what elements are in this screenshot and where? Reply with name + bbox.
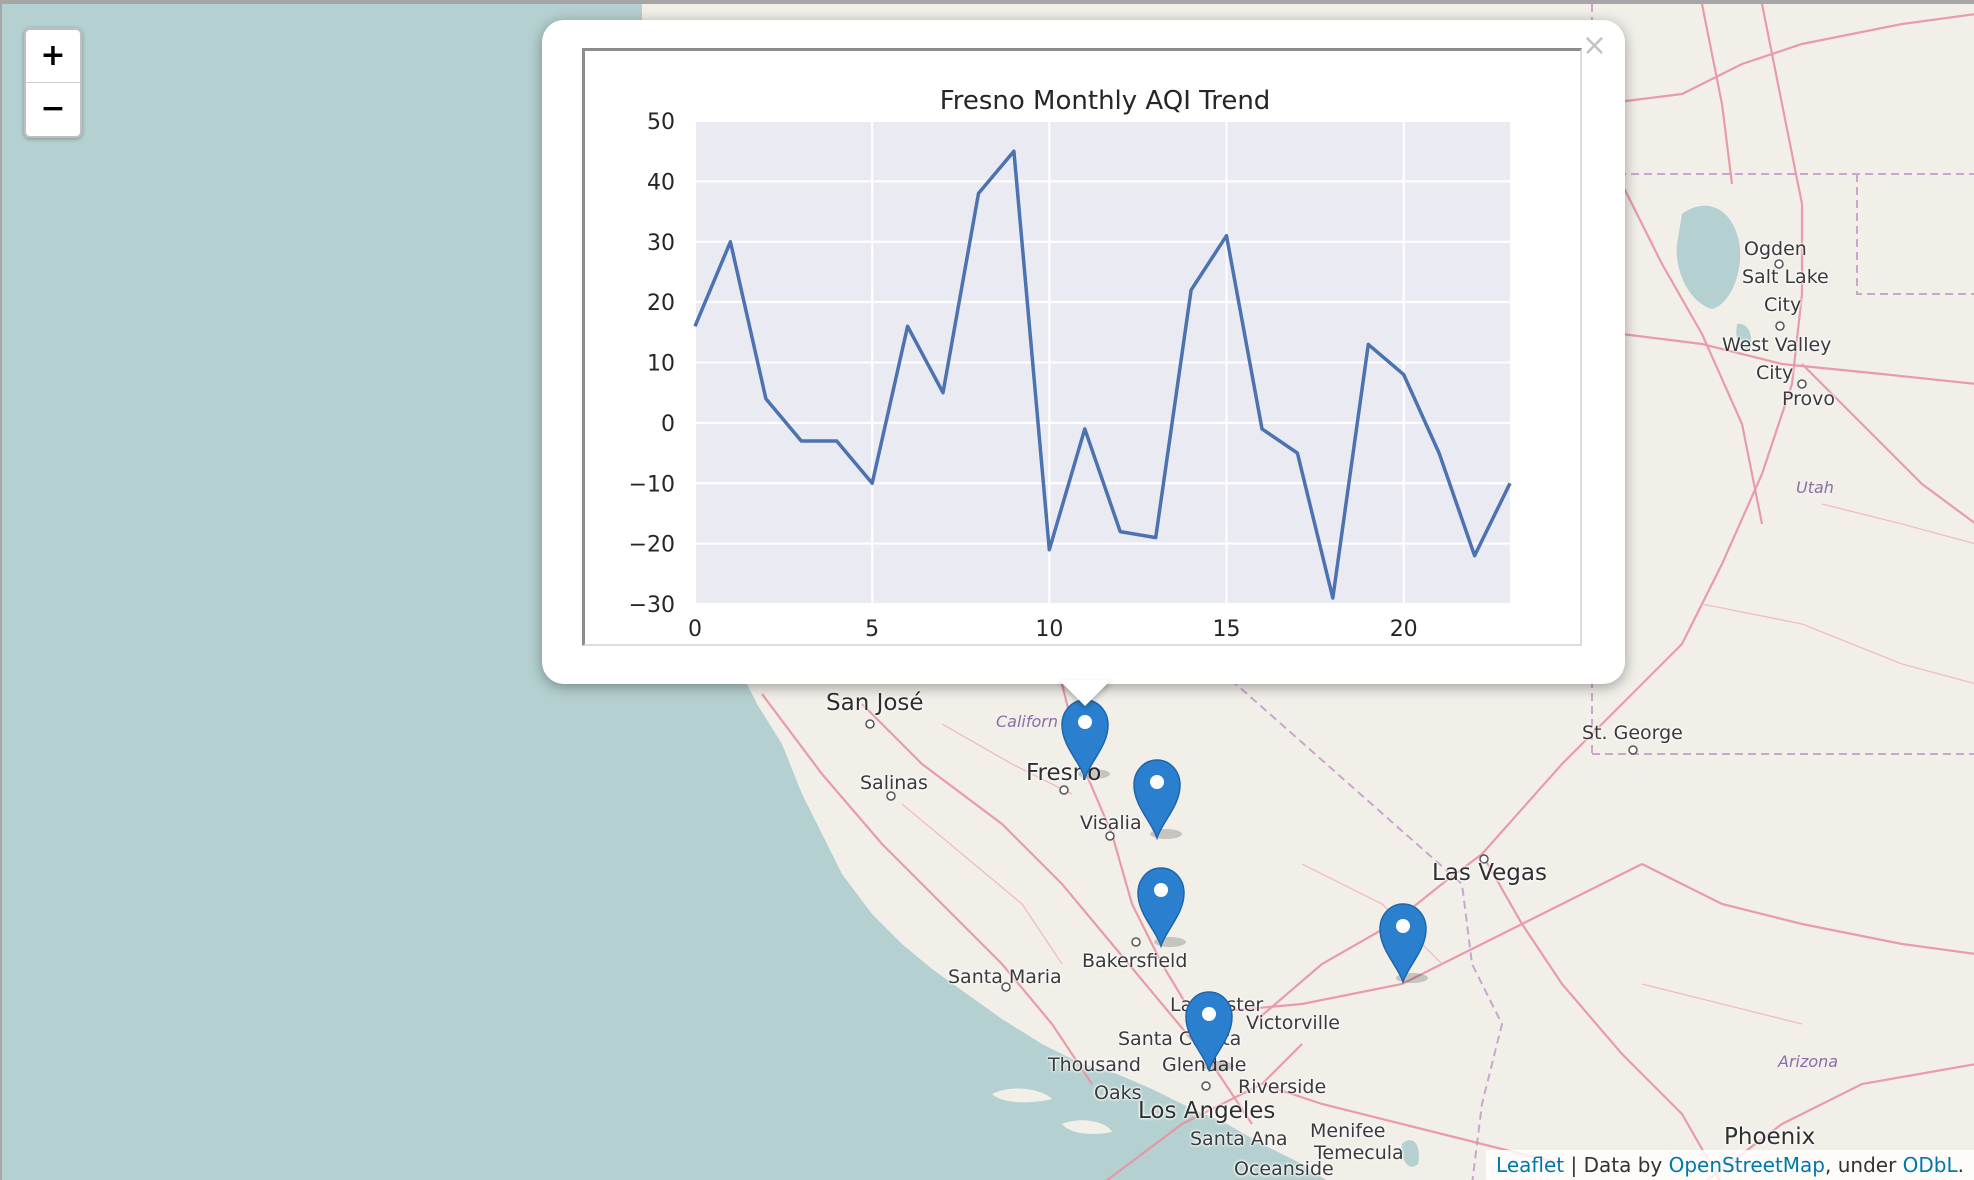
city-label-visalia: Visalia (1080, 812, 1142, 834)
city-label-oaks: Oaks (1094, 1082, 1142, 1104)
island (992, 1088, 1052, 1103)
city-label-provo: Provo (1782, 388, 1836, 410)
city-label-st-george: St. George (1582, 722, 1683, 744)
y-tick-label: −30 (629, 593, 675, 618)
city-label-west-valley: West Valley (1722, 334, 1832, 356)
map-marker-icon[interactable] (1132, 758, 1182, 840)
state-border (1201, 653, 1504, 1180)
city-label-riverside: Riverside (1238, 1076, 1327, 1098)
popup-tip (1059, 680, 1111, 706)
city-label-menifee: Menifee (1310, 1120, 1386, 1142)
city-label-salt-lake-city: City (1764, 294, 1802, 316)
x-tick-label: 15 (1213, 617, 1241, 642)
city-label-santa-maria: Santa Maria (948, 966, 1062, 988)
city-label-salt-lake: Salt Lake (1742, 266, 1829, 288)
map-marker-icon[interactable] (1184, 990, 1234, 1072)
popup-close-button[interactable]: × (1581, 28, 1607, 63)
map-marker-icon[interactable] (1060, 698, 1110, 780)
y-tick-label: 30 (647, 231, 675, 256)
x-tick-label: 5 (865, 617, 879, 642)
state-label-utah: Utah (1796, 478, 1834, 497)
aqi-line-chart: 50 40 30 20 10 0 −10 −20 −30 0 5 10 15 20 Fresno Mon… (629, 86, 1512, 642)
city-label-ogden: Ogden (1744, 238, 1807, 260)
attribution-end: . (1957, 1153, 1964, 1177)
city-label-temecula: Temecula (1314, 1142, 1404, 1164)
city-label-bakersfield: Bakersfield (1082, 950, 1188, 972)
odbl-link[interactable]: ODbL (1902, 1153, 1958, 1177)
city-label-san-jose: San José (826, 690, 924, 716)
x-tick-label: 20 (1390, 617, 1418, 642)
city-label-victorville: Victorville (1246, 1012, 1340, 1034)
city-label-oceanside: Oceanside (1234, 1158, 1334, 1180)
map-marker-icon[interactable] (1136, 866, 1186, 948)
state-label-california: Californ (996, 712, 1059, 731)
city-label-glendale: Glendale (1162, 1054, 1246, 1076)
chart-image: 50 40 30 20 10 0 −10 −20 −30 0 5 10 15 20 Fresno Mon… (582, 48, 1582, 646)
marker-popup: × 50 40 30 20 10 0 −10 −20 −30 0 5 10 15 20 Fresno M… (542, 20, 1625, 684)
lake (1736, 323, 1752, 351)
zoom-control: + − (24, 28, 82, 138)
x-tick-label: 10 (1035, 617, 1063, 642)
chart-title: Fresno Monthly AQI Trend (940, 86, 1271, 116)
lake (1401, 1140, 1419, 1167)
attribution-text: | Data by (1564, 1153, 1669, 1177)
city-label-phoenix: Phoenix (1724, 1124, 1816, 1150)
y-tick-label: 0 (661, 412, 675, 437)
zoom-in-button[interactable]: + (26, 30, 80, 83)
y-tick-label: −20 (629, 533, 675, 558)
x-tick-label: 0 (688, 617, 702, 642)
leaflet-link[interactable]: Leaflet (1496, 1153, 1565, 1177)
city-label-santa-ana: Santa Ana (1190, 1128, 1288, 1150)
series-line (693, 149, 1512, 600)
city-label-west-valley-city: City (1756, 362, 1794, 384)
island (1062, 1120, 1112, 1134)
city-label-thousand: Thousand (1048, 1054, 1141, 1076)
y-tick-label: 50 (647, 110, 675, 135)
city-label-las-vegas: Las Vegas (1432, 860, 1547, 886)
openstreetmap-link[interactable]: OpenStreetMap (1668, 1153, 1825, 1177)
y-tick-label: 40 (647, 170, 675, 195)
city-label-salinas: Salinas (860, 772, 928, 794)
state-border (1856, 174, 1974, 295)
y-tick-label: 10 (647, 352, 675, 377)
attribution-text-under: , under (1825, 1153, 1903, 1177)
city-label-los-angeles: Los Angeles (1138, 1098, 1276, 1124)
zoom-out-button[interactable]: − (40, 91, 66, 126)
y-tick-label: −10 (629, 472, 675, 497)
map-marker-icon[interactable] (1378, 902, 1428, 984)
y-tick-label: 20 (647, 291, 675, 316)
lake (1676, 205, 1741, 309)
state-label-arizona: Arizona (1778, 1052, 1839, 1071)
map-attribution: Leaflet | Data by OpenStreetMap, under O… (1486, 1150, 1974, 1180)
